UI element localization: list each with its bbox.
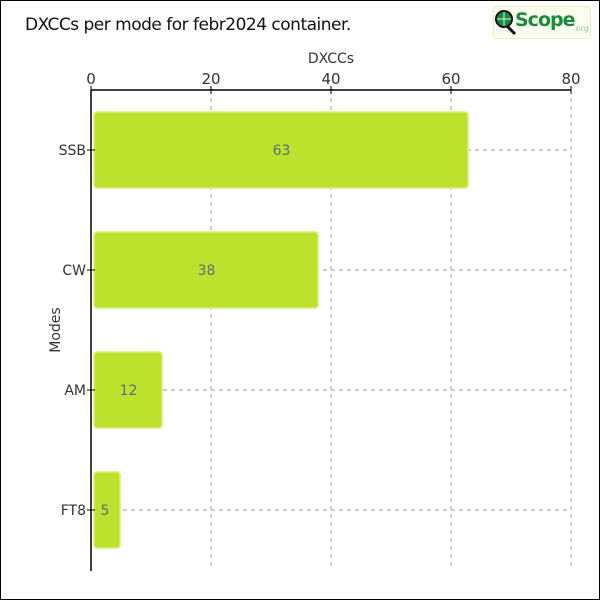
qrzcq-logo[interactable]: Scope .org (493, 6, 591, 39)
x-tick-label: 20 (201, 70, 220, 88)
data-label: 63 (273, 143, 291, 159)
data-label: 5 (101, 503, 110, 519)
data-label: 38 (198, 263, 216, 279)
x-tick-label: 60 (441, 70, 460, 88)
y-tick-label: CW (62, 263, 86, 279)
logo-text: Scope (515, 9, 575, 31)
x-tick-label: 40 (321, 70, 340, 88)
y-axis-label: Modes (48, 307, 64, 352)
y-tick-label: AM (64, 383, 86, 399)
logo-suffix: .org (573, 24, 589, 33)
magnifier-globe-icon (495, 10, 517, 36)
y-tick-label: SSB (59, 143, 86, 159)
y-tick-label: FT8 (61, 503, 86, 519)
x-tick-label: 0 (86, 70, 96, 88)
x-tick-label: 80 (561, 70, 580, 88)
x-axis-label: DXCCs (308, 51, 354, 67)
data-label: 12 (120, 383, 138, 399)
chart-title: DXCCs per mode for febr2024 container. (25, 15, 351, 35)
